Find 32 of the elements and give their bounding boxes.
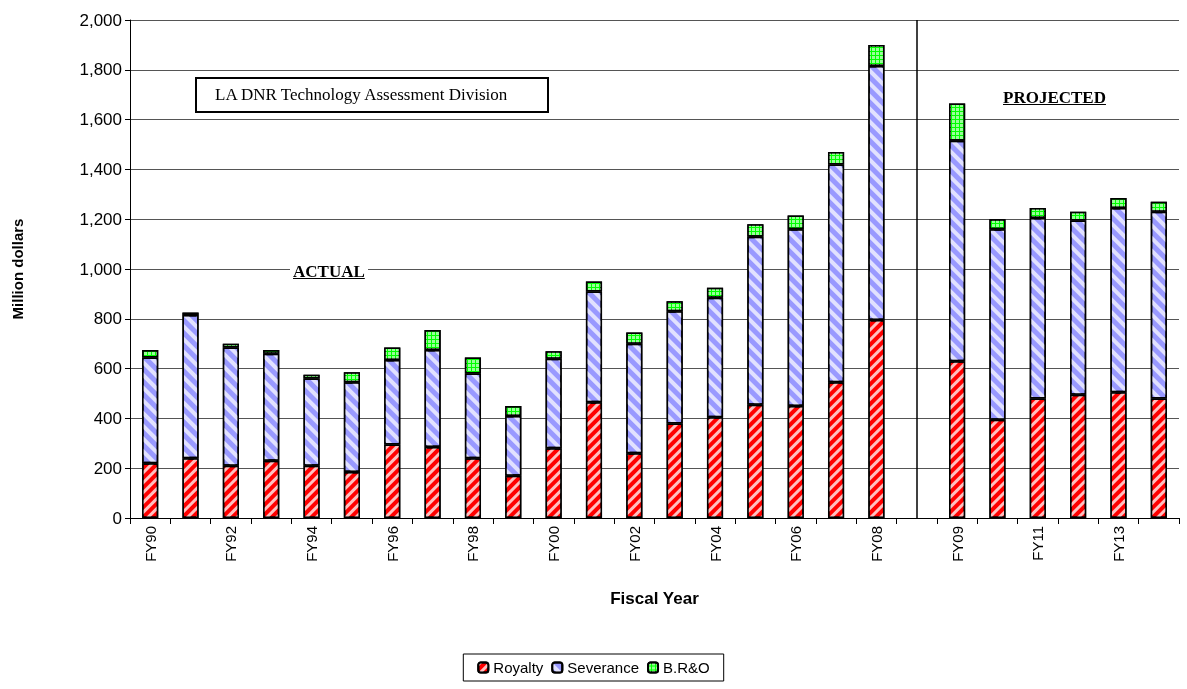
x-tick-label: FY08: [867, 526, 885, 562]
x-tick-label: FY98: [464, 526, 482, 562]
x-tick-label: FY09: [948, 526, 966, 562]
legend-label: Severance: [567, 659, 640, 676]
y-tick-label: 1,400: [79, 159, 122, 179]
y-tick-label: 200: [93, 458, 122, 478]
x-tick-label: FY00: [545, 526, 563, 562]
x-tick-label: FY04: [706, 526, 724, 562]
x-tick-label: FY96: [383, 526, 401, 562]
y-tick-label: 400: [93, 408, 122, 428]
y-tick-label: 600: [93, 359, 122, 379]
y-tick-label: 1,000: [79, 259, 122, 279]
y-tick-label: 1,800: [79, 60, 122, 80]
y-tick-label: 800: [93, 309, 122, 329]
x-tick-label: FY94: [303, 526, 321, 562]
y-axis-title: Million dollars: [9, 218, 26, 320]
x-tick-label: FY90: [141, 526, 159, 562]
x-tick-label: FY11: [1029, 526, 1047, 561]
x-tick-label: FY02: [625, 526, 643, 562]
text-box: LA DNR Technology Assessment Division: [195, 77, 550, 113]
y-tick-label: 1,200: [79, 209, 122, 229]
annotation: PROJECTED: [1000, 88, 1109, 108]
legend-label: Royalty: [493, 659, 544, 676]
y-tick-label: 2,000: [79, 10, 122, 30]
x-axis-title: Fiscal Year: [610, 589, 700, 608]
legend-label: B.R&O: [663, 659, 710, 676]
y-tick-label: 0: [112, 508, 122, 528]
x-tick-label: FY13: [1109, 526, 1127, 562]
y-tick-label: 1,600: [79, 110, 122, 130]
x-tick-label: FY92: [222, 526, 240, 562]
annotation: ACTUAL: [290, 262, 368, 282]
x-tick-label: FY06: [787, 526, 805, 562]
